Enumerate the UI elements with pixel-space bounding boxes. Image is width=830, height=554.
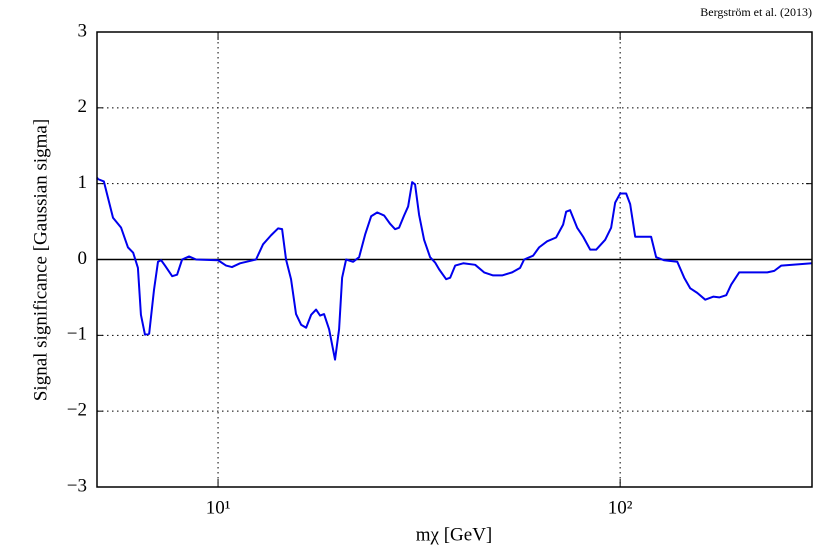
x-tick-label: 10¹ [206, 497, 231, 518]
y-tick-label: −1 [67, 324, 87, 345]
y-tick-label: −3 [67, 475, 87, 496]
x-axis-label: mχ [GeV] [416, 524, 493, 545]
x-tick-label: 10² [608, 497, 633, 518]
y-axis-label: Signal significance [Gaussian sigma] [30, 119, 51, 401]
y-tick-label: 3 [78, 20, 88, 41]
y-tick-label: −2 [67, 400, 87, 421]
y-tick-label: 2 [78, 96, 88, 117]
plot-frame [96, 31, 813, 488]
annotation: Bergström et al. (2013) [700, 5, 812, 19]
data-line [96, 177, 813, 361]
y-tick-label: 1 [78, 172, 88, 193]
y-tick-label: 0 [78, 248, 88, 269]
